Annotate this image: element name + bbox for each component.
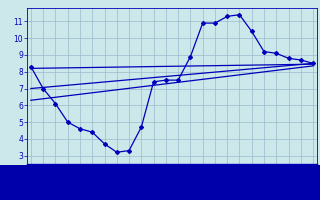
X-axis label: Graphe des températures (°c): Graphe des températures (°c) [101, 177, 243, 186]
